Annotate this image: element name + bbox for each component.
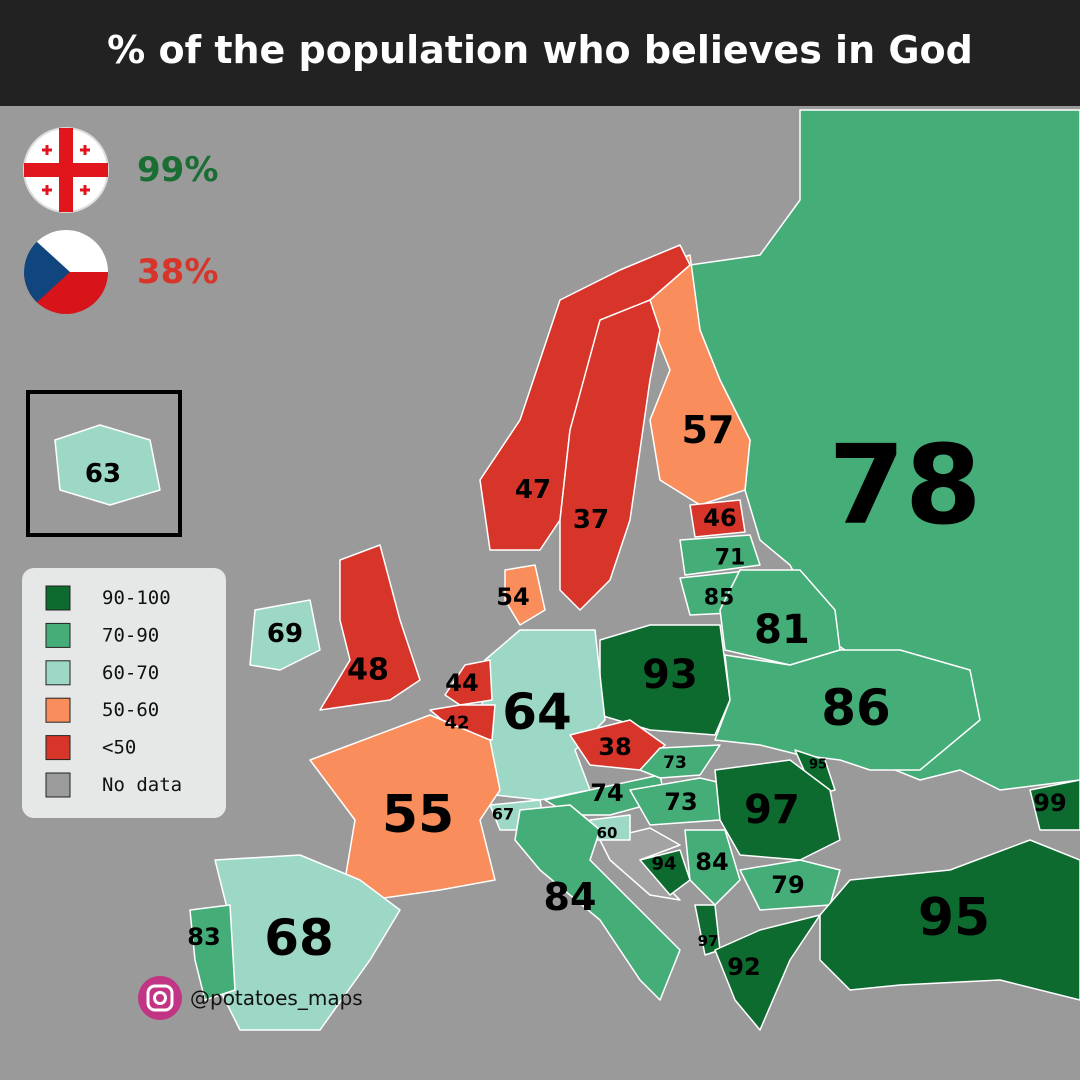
country-value: 73 <box>664 788 697 816</box>
country-value: 97 <box>744 787 800 833</box>
country <box>714 914 821 1031</box>
country-value: 57 <box>682 408 735 452</box>
country-value: 73 <box>663 753 687 773</box>
country <box>559 299 661 611</box>
country <box>514 804 681 1001</box>
country-value: 99 <box>1033 789 1066 817</box>
country-value: 94 <box>651 854 676 875</box>
legend-swatch <box>45 697 71 723</box>
legend-swatch <box>45 585 71 611</box>
legend-label: No data <box>102 774 182 796</box>
country-value: 84 <box>695 848 728 876</box>
title-bar <box>0 0 1080 106</box>
legend-box <box>22 568 226 818</box>
legend: 90-100 70-90 60-70 50-60 <50 No data <box>45 585 182 798</box>
legend-swatch <box>45 735 71 761</box>
country-value: 54 <box>496 583 529 611</box>
country <box>54 424 161 506</box>
country-value: 60 <box>597 824 618 842</box>
country <box>714 759 841 861</box>
country-value: 85 <box>704 586 735 611</box>
country-value: 68 <box>264 909 334 967</box>
country-value: 67 <box>492 805 514 824</box>
legend-label: 60-70 <box>102 662 159 684</box>
legend-label: 50-60 <box>102 699 159 721</box>
country-value: 93 <box>642 652 698 698</box>
country-value: 37 <box>573 505 609 535</box>
country-value: 78 <box>828 421 981 549</box>
country <box>714 649 981 771</box>
country <box>1029 779 1080 831</box>
country-value: 92 <box>727 953 760 981</box>
country <box>689 499 746 538</box>
country-value: 84 <box>544 875 597 919</box>
country-value: 79 <box>771 871 804 899</box>
country <box>319 544 421 711</box>
legend-swatch <box>45 660 71 686</box>
legend-label: 90-100 <box>102 587 171 609</box>
country <box>599 624 731 736</box>
country-value: 38 <box>598 733 631 761</box>
country-value: 46 <box>703 504 736 532</box>
country <box>639 744 721 779</box>
country <box>649 254 751 506</box>
country <box>249 599 321 671</box>
country <box>444 659 493 706</box>
country-value: 95 <box>918 888 990 948</box>
country-value: 44 <box>445 669 478 697</box>
country-value: 81 <box>754 607 810 653</box>
credit: @potatoes_maps <box>190 986 363 1010</box>
countries: 78 57 47 37 46 71 85 81 93 86 64 54 44 42 38 55 67 74 73 73… <box>54 109 1080 1031</box>
title: % of the population who believes in God <box>107 28 973 72</box>
country <box>504 564 546 626</box>
legend-label: 70-90 <box>102 624 159 646</box>
legend-swatch <box>45 772 71 798</box>
country-value: 69 <box>267 619 303 649</box>
country-value: 71 <box>715 546 746 571</box>
flag-georgia <box>23 127 109 213</box>
country <box>309 714 501 901</box>
country <box>189 904 236 1001</box>
country-value: 63 <box>85 459 121 489</box>
legend-swatch <box>45 622 71 648</box>
country-value: 74 <box>590 779 623 807</box>
country-value: 97 <box>698 932 719 950</box>
country-value: 83 <box>187 923 220 951</box>
inset-frame <box>26 390 182 537</box>
instagram-icon <box>138 976 182 1020</box>
country-value: 55 <box>382 785 454 845</box>
country <box>739 859 841 911</box>
flag-czechia <box>24 230 108 314</box>
country <box>684 829 741 906</box>
highlight-value: 38% <box>137 252 218 292</box>
highlight-value: 99% <box>137 150 218 190</box>
country-value: 95 <box>809 758 827 773</box>
country-value: 64 <box>502 683 572 741</box>
country <box>679 534 761 576</box>
country <box>819 839 1080 1001</box>
country-value: 86 <box>821 679 891 737</box>
country-value: 42 <box>444 713 469 734</box>
country-value: 47 <box>515 475 551 505</box>
country-value: 48 <box>347 653 389 688</box>
legend-label: <50 <box>102 737 136 759</box>
